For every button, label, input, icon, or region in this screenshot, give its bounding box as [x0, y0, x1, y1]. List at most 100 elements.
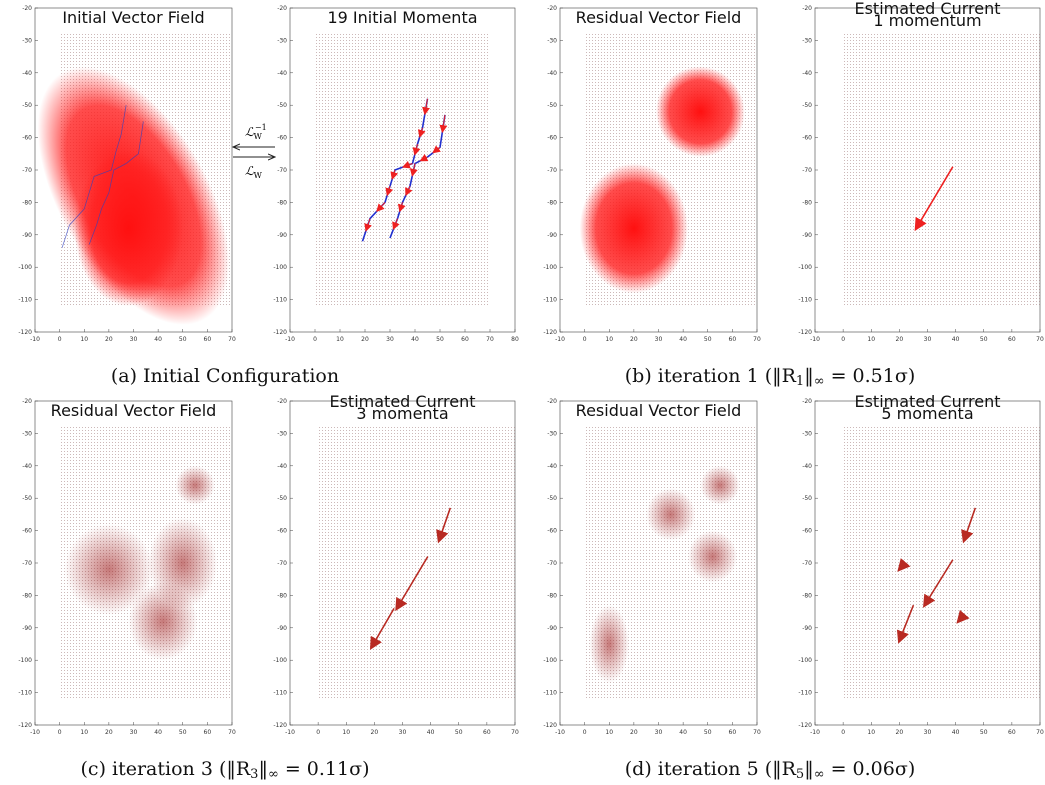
x-tick-label: 10 [605, 336, 613, 343]
caption-part: ∞ [814, 374, 825, 389]
y-tick-label: -120 [18, 722, 32, 729]
x-tick-label: 0 [58, 336, 62, 343]
y-tick-label: -110 [273, 297, 287, 304]
x-tick-label: 60 [729, 729, 737, 736]
x-tick-label: 20 [371, 729, 379, 736]
y-tick-label: -90 [22, 232, 32, 239]
momentum-arrow [896, 604, 915, 644]
vector-grid [315, 33, 490, 307]
x-tick-label: 20 [896, 336, 904, 343]
operator-symbol: ℒ [245, 164, 254, 178]
x-tick-label: 70 [753, 336, 761, 343]
x-tick-label: 20 [630, 729, 638, 736]
vector-field-blob [700, 465, 740, 505]
x-tick-label: 0 [841, 336, 845, 343]
panel-title: Estimated Current [854, 0, 1000, 18]
caption-part: 1 [796, 374, 804, 389]
x-tick-label: 10 [80, 336, 88, 343]
x-tick-label: -10 [30, 729, 40, 736]
y-tick-label: -70 [277, 560, 287, 567]
momentum-arrow [432, 145, 441, 154]
y-tick-label: -70 [547, 560, 557, 567]
caption-part: ‖ [804, 758, 814, 780]
y-tick-label: -80 [277, 592, 287, 599]
y-tick-label: -100 [798, 657, 812, 664]
momentum-arrow [914, 166, 954, 232]
operator-sup: −1 [255, 123, 267, 132]
x-tick-label: 40 [679, 336, 687, 343]
curve [61, 105, 127, 248]
y-tick-label: -70 [802, 167, 812, 174]
momentum-arrow [392, 218, 400, 231]
momentum-arrow [385, 186, 394, 197]
y-tick-label: -20 [277, 5, 287, 12]
x-tick-label: 70 [228, 336, 236, 343]
y-tick-label: -60 [547, 135, 557, 142]
caption-part: (b) iteration 1 (‖R [625, 365, 797, 387]
y-tick-label: -20 [22, 398, 32, 405]
operator-symbol: ℒ [245, 125, 254, 139]
momentum-arrow [390, 169, 399, 181]
x-tick-label: 60 [483, 729, 491, 736]
vector-field-blob [688, 530, 738, 583]
y-tick-label: -100 [273, 264, 287, 271]
panel-title: 5 momenta [881, 404, 973, 423]
x-tick-label: 60 [1008, 336, 1016, 343]
y-tick-label: -50 [277, 102, 287, 109]
caption-part: ∞ [814, 767, 825, 782]
x-tick-label: 40 [154, 729, 162, 736]
y-tick-label: -80 [22, 199, 32, 206]
x-tick-label: 20 [896, 729, 904, 736]
momentum-arrow [412, 143, 421, 156]
y-tick-label: -30 [22, 37, 32, 44]
momentum-arrow [376, 202, 386, 212]
y-tick-label: -110 [543, 297, 557, 304]
x-tick-label: 30 [130, 336, 138, 343]
y-tick-label: -120 [273, 722, 287, 729]
x-tick-label: -10 [555, 336, 565, 343]
momentum-arrow [897, 558, 911, 572]
x-tick-label: 0 [58, 729, 62, 736]
y-tick-label: -120 [798, 722, 812, 729]
momentum-arrow [364, 218, 372, 232]
caption-part: (a) Initial Configuration [111, 365, 339, 387]
operator-label: ℒW [245, 164, 263, 180]
y-tick-label: -30 [802, 430, 812, 437]
y-tick-label: -40 [277, 70, 287, 77]
y-tick-label: -50 [22, 495, 32, 502]
curve [88, 121, 144, 245]
y-tick-label: -20 [547, 398, 557, 405]
x-tick-label: 0 [583, 336, 587, 343]
panel-title: Estimated Current [854, 392, 1000, 411]
y-tick-label: -90 [547, 625, 557, 632]
x-tick-label: 30 [924, 336, 932, 343]
y-tick-label: -90 [802, 232, 812, 239]
caption-part: = 0.51σ) [825, 365, 916, 387]
caption-part: 3 [250, 767, 258, 782]
vector-field-blob [74, 150, 183, 307]
x-tick-label: 40 [952, 336, 960, 343]
y-tick-label: -50 [547, 102, 557, 109]
x-tick-label: 60 [204, 729, 212, 736]
y-tick-label: -80 [547, 592, 557, 599]
x-tick-label: 0 [313, 336, 317, 343]
x-tick-label: 20 [630, 336, 638, 343]
y-tick-label: -40 [547, 70, 557, 77]
x-tick-label: 60 [461, 336, 469, 343]
caption: (c) iteration 3 (‖R3‖∞ = 0.11σ) [81, 758, 370, 782]
panel-title: 1 momentum [873, 11, 981, 30]
y-tick-label: -60 [802, 528, 812, 535]
x-tick-label: 0 [316, 729, 320, 736]
y-tick-label: -20 [802, 398, 812, 405]
x-tick-label: 30 [399, 729, 407, 736]
caption-part: ‖ [804, 365, 814, 387]
vector-grid [843, 426, 1040, 700]
operator-sub: W [254, 171, 263, 180]
x-tick-label: 60 [729, 336, 737, 343]
y-tick-label: -100 [18, 657, 32, 664]
y-tick-label: -80 [22, 592, 32, 599]
momentum-arrow [419, 153, 429, 162]
caption-part: ‖ [258, 758, 268, 780]
y-tick-label: -70 [802, 560, 812, 567]
